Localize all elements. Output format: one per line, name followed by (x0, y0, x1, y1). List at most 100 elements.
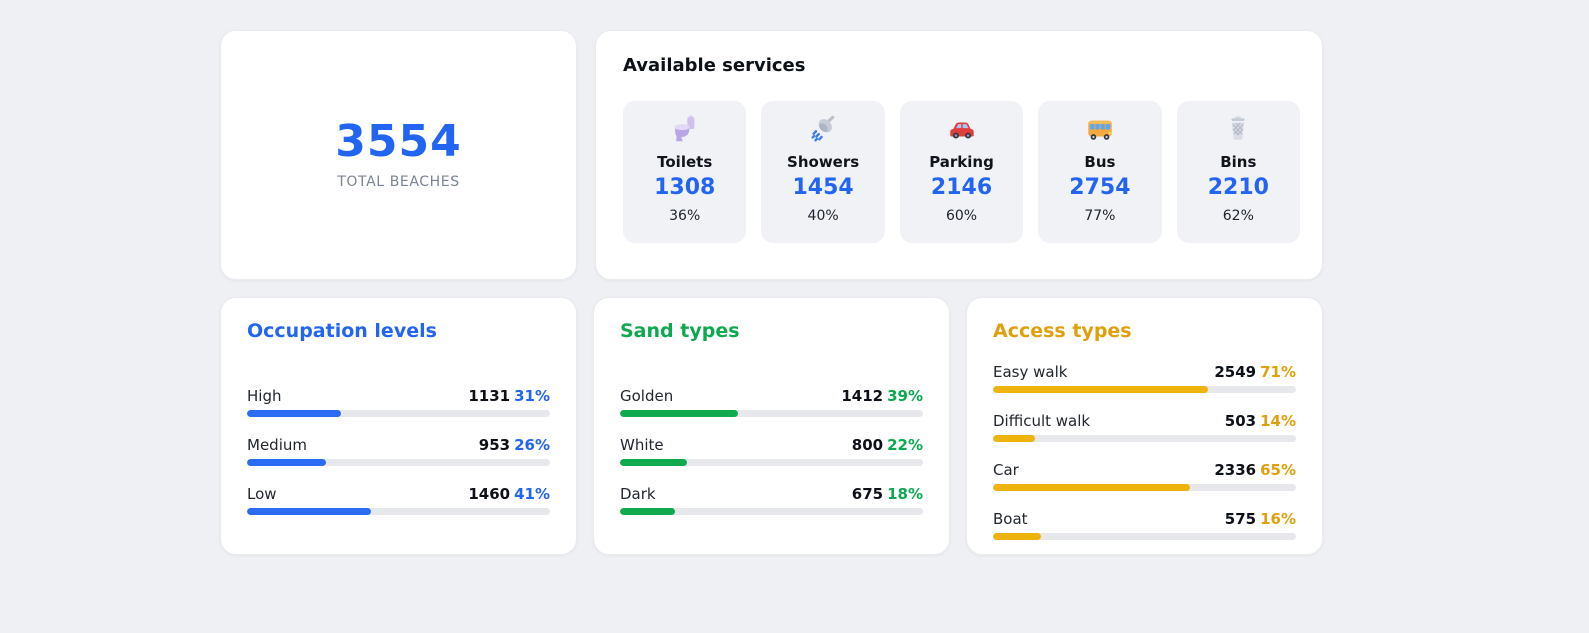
stat-row-white: White 800 22% (620, 436, 923, 466)
stat-row-easy-walk: Easy walk 2549 71% (993, 363, 1296, 393)
stat-row-values: 503 14% (1225, 412, 1296, 430)
service-tile-percent: 60% (945, 208, 978, 225)
car-icon (947, 113, 977, 145)
progress-bar-fill (247, 458, 326, 466)
stat-row-percent: 16% (1260, 509, 1296, 528)
progress-bar-track (247, 458, 550, 466)
progress-bar-fill (247, 507, 372, 515)
stat-row-values: 1131 31% (468, 387, 550, 405)
stat-row-difficult-walk: Difficult walk 503 14% (993, 412, 1296, 442)
stat-row-percent: 41% (514, 484, 550, 503)
stat-row-percent: 26% (514, 435, 550, 454)
stat-row-values: 953 26% (479, 436, 550, 454)
progress-bar-track (993, 532, 1296, 540)
stat-row-count: 675 (851, 484, 884, 503)
sand-types-card: Sand types Golden 1412 39% White 800 22% D… (593, 297, 950, 555)
progress-bar-fill (993, 385, 1209, 393)
trash-bin-icon (1223, 113, 1253, 145)
total-beaches-card: 3554 TOTAL BEACHES (220, 30, 577, 280)
stat-row-label: White (620, 435, 664, 454)
service-tile-value: 2754 (1069, 175, 1131, 200)
service-tile-parking: Parking 2146 60% (899, 101, 1024, 243)
stat-row-boat: Boat 575 16% (993, 510, 1296, 540)
service-tiles: Toilets 1308 36% (623, 101, 1301, 243)
service-tile-bus: Bus 2754 77% (1038, 101, 1162, 243)
stat-row-values: 675 18% (852, 485, 923, 503)
stat-row-count: 503 (1224, 411, 1257, 430)
service-tile-value: 1308 (654, 175, 716, 200)
service-tile-showers: Showers 1454 40% (761, 101, 885, 243)
stat-row-values: 2336 65% (1214, 461, 1296, 479)
service-tile-percent: 62% (1222, 208, 1254, 225)
stat-row-count: 1412 (841, 386, 884, 405)
stat-row-count: 1131 (468, 386, 511, 405)
progress-bar-fill (620, 409, 739, 417)
service-tile-percent: 40% (807, 208, 839, 225)
progress-bar-fill (993, 434, 1036, 442)
stat-row-count: 575 (1224, 509, 1257, 528)
bus-icon (1085, 113, 1115, 145)
access-rows: Easy walk 2549 71% Difficult walk 503 14% … (993, 363, 1296, 540)
stat-row-count: 2549 (1214, 362, 1257, 381)
service-tile-label: Toilets (657, 153, 713, 171)
total-beaches-label: TOTAL BEACHES (337, 174, 460, 190)
stat-row-percent: 18% (887, 484, 923, 503)
service-tile-label: Showers (787, 153, 860, 171)
progress-bar-fill (993, 532, 1042, 540)
stat-row-percent: 39% (887, 386, 923, 405)
stat-row-medium: Medium 953 26% (247, 436, 550, 466)
progress-bar-track (993, 434, 1296, 442)
available-services-card: Available services Toilets 1308 36% (595, 30, 1323, 280)
stat-row-values: 1412 39% (841, 387, 923, 405)
stat-row-label: Golden (620, 386, 674, 405)
stat-row-percent: 31% (514, 386, 550, 405)
stat-row-dark: Dark 675 18% (620, 485, 923, 515)
service-tile-label: Parking (929, 153, 994, 171)
service-tile-value: 2210 (1207, 175, 1269, 200)
progress-bar-track (993, 483, 1296, 491)
stat-row-percent: 22% (887, 435, 923, 454)
service-tile-percent: 77% (1084, 208, 1116, 225)
service-tile-toilets: Toilets 1308 36% (623, 101, 747, 243)
total-beaches-value: 3554 (335, 116, 462, 167)
shower-icon (808, 113, 838, 145)
stat-row-golden: Golden 1412 39% (620, 387, 923, 417)
stat-row-count: 2336 (1214, 460, 1257, 479)
toilet-icon (670, 113, 700, 145)
stat-row-percent: 14% (1260, 411, 1296, 430)
stat-row-low: Low 1460 41% (247, 485, 550, 515)
occupation-levels-title: Occupation levels (247, 320, 437, 342)
occupation-rows: High 1131 31% Medium 953 26% Low 1460 41% (247, 387, 550, 515)
stat-row-percent: 65% (1260, 460, 1296, 479)
stat-row-percent: 71% (1260, 362, 1296, 381)
progress-bar-track (620, 458, 923, 466)
available-services-title: Available services (623, 55, 806, 76)
access-types-card: Access types Easy walk 2549 71% Difficult… (966, 297, 1323, 555)
stat-row-label: Dark (620, 484, 656, 503)
progress-bar-fill (620, 458, 687, 466)
service-tile-percent: 36% (669, 208, 701, 225)
stat-row-count: 1460 (468, 484, 511, 503)
stat-row-values: 575 16% (1225, 510, 1296, 528)
service-tile-bins: Bins 2210 62% (1176, 101, 1301, 243)
stat-row-label: High (247, 386, 282, 405)
stat-row-car: Car 2336 65% (993, 461, 1296, 491)
stat-row-label: Medium (247, 435, 307, 454)
access-types-title: Access types (993, 320, 1132, 342)
service-tile-label: Bus (1084, 153, 1116, 171)
stat-row-values: 800 22% (852, 436, 923, 454)
sand-rows: Golden 1412 39% White 800 22% Dark 675 18% (620, 387, 923, 515)
sand-types-title: Sand types (620, 320, 740, 342)
stat-row-high: High 1131 31% (247, 387, 550, 417)
stat-row-label: Easy walk (993, 362, 1068, 381)
progress-bar-fill (620, 507, 675, 515)
stat-row-label: Boat (993, 509, 1028, 528)
progress-bar-track (620, 409, 923, 417)
service-tile-value: 1454 (792, 175, 854, 200)
stat-row-label: Difficult walk (993, 411, 1091, 430)
stat-row-values: 1460 41% (468, 485, 550, 503)
progress-bar-track (993, 385, 1296, 393)
occupation-levels-card: Occupation levels High 1131 31% Medium 95… (220, 297, 577, 555)
service-tile-label: Bins (1220, 153, 1257, 171)
stat-row-label: Car (993, 460, 1019, 479)
